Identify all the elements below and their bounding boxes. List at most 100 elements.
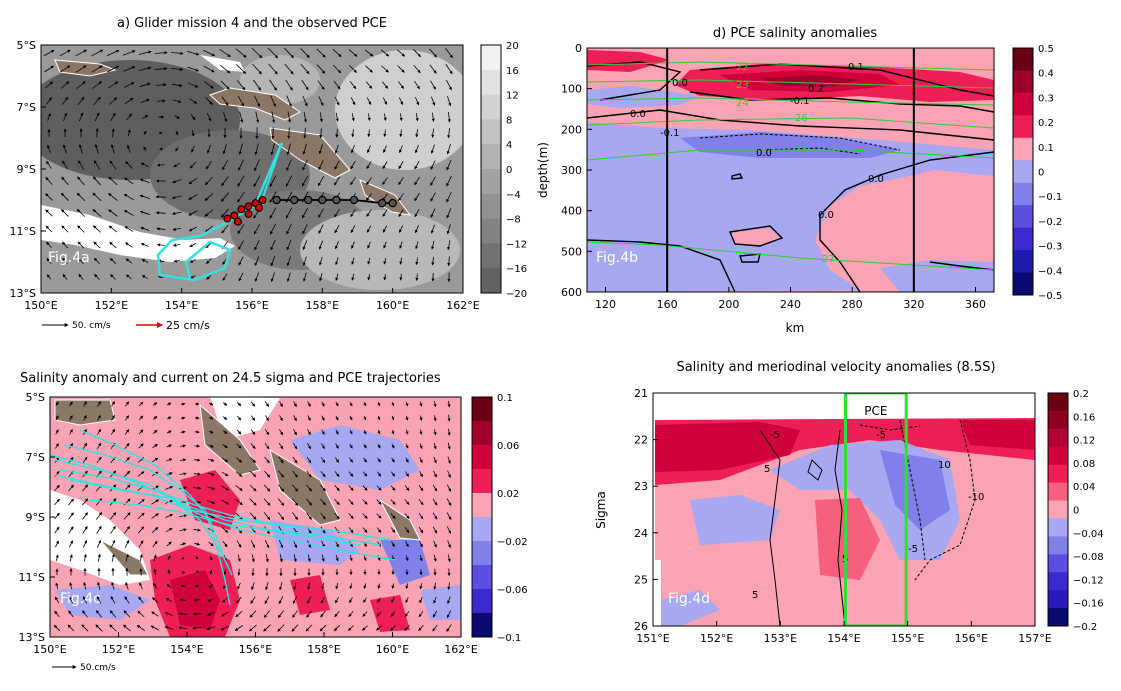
- current-vector: [137, 498, 145, 506]
- current-vector: [405, 583, 409, 590]
- current-vector: [97, 401, 101, 407]
- current-vector: [78, 144, 83, 154]
- current-vector: [405, 555, 409, 562]
- current-vector: [366, 193, 372, 201]
- colorbar-label: −12: [506, 239, 527, 250]
- current-vector: [279, 401, 283, 408]
- current-vector: [69, 401, 73, 407]
- panel-d-white-left: [653, 560, 661, 626]
- current-vector: [76, 192, 86, 202]
- current-vector: [277, 498, 285, 506]
- current-vector: [254, 272, 260, 282]
- current-vector: [125, 258, 133, 264]
- panel-a-scale-legend: 50. cm/s 25 cm/s: [42, 319, 210, 332]
- current-vector: [404, 625, 410, 631]
- current-vector: [362, 625, 368, 631]
- current-vector: [152, 457, 159, 463]
- contour-label: -5: [770, 430, 780, 441]
- current-vector: [156, 227, 166, 231]
- current-vector: [125, 274, 132, 280]
- current-vector: [418, 526, 424, 534]
- current-vector: [383, 241, 387, 249]
- current-vector: [252, 63, 262, 75]
- current-vector: [164, 612, 173, 616]
- current-vector: [204, 193, 214, 201]
- panel-a-label: Fig.4a: [48, 250, 90, 266]
- current-vector: [414, 144, 419, 154]
- x-tick-label: 156°E: [955, 632, 988, 645]
- colorbar-label: −0.12: [1073, 575, 1104, 586]
- current-vector: [46, 258, 52, 264]
- x-tick-label: 360: [965, 298, 986, 311]
- current-vector: [152, 540, 158, 548]
- current-vector: [167, 555, 171, 561]
- current-vector: [175, 130, 179, 136]
- colorbar-swatch: [1048, 464, 1068, 484]
- current-vector: [94, 273, 100, 280]
- current-vector: [150, 625, 160, 631]
- colorbar-label: −0.3: [1038, 242, 1062, 253]
- current-vector: [446, 175, 452, 187]
- current-vector: [286, 95, 292, 107]
- current-vector: [318, 144, 323, 155]
- current-vector: [235, 610, 243, 618]
- colorbar-swatch: [481, 94, 501, 120]
- current-vector: [223, 112, 228, 123]
- current-vector: [419, 429, 423, 435]
- contour-label: 0.2: [808, 84, 824, 95]
- contour-label: 0.0: [630, 109, 646, 120]
- current-vector: [301, 79, 309, 91]
- current-vector: [95, 624, 103, 632]
- colorbar-label: −4: [506, 190, 521, 201]
- panel-b-positive-left: [587, 50, 670, 72]
- current-vector: [171, 67, 184, 71]
- current-vector: [317, 176, 325, 187]
- colorbar-label: 0.4: [1038, 69, 1054, 80]
- colorbar-label: 0.3: [1038, 93, 1054, 104]
- current-vector: [433, 401, 437, 408]
- current-vector: [222, 444, 228, 448]
- current-vector: [92, 81, 103, 89]
- colorbar-label: 16: [506, 66, 519, 77]
- current-vector: [271, 111, 276, 124]
- current-vector: [91, 65, 103, 73]
- x-tick-label: 154°E: [170, 643, 203, 656]
- current-vector: [172, 179, 182, 184]
- current-vector: [285, 175, 293, 187]
- current-vector: [270, 239, 276, 251]
- current-vector: [110, 525, 116, 534]
- pce-station: [258, 196, 267, 204]
- current-vector: [349, 81, 357, 90]
- current-vector: [236, 79, 246, 91]
- current-vector: [415, 241, 419, 250]
- current-vector: [55, 415, 59, 421]
- current-vector: [140, 243, 149, 247]
- current-vector: [399, 257, 403, 265]
- panel-c-plot: Fig.4c: [50, 397, 461, 637]
- colorbar-swatch: [1013, 250, 1033, 274]
- colorbar-frame: [471, 396, 493, 638]
- current-vector: [203, 49, 216, 57]
- colorbar-label: 0.2: [1073, 389, 1089, 400]
- current-vector: [404, 485, 410, 491]
- panel-a-scale-black: 50. cm/s: [72, 321, 111, 331]
- current-vector: [302, 224, 308, 235]
- current-vector: [208, 444, 214, 448]
- current-vector: [398, 161, 404, 170]
- current-vector: [367, 273, 371, 281]
- current-vector: [302, 159, 308, 171]
- panel-d-label: Fig.4d: [668, 591, 710, 607]
- current-vector: [55, 401, 59, 407]
- current-vector: [208, 416, 214, 420]
- current-vector: [307, 443, 311, 450]
- current-vector: [292, 610, 298, 618]
- current-vector: [293, 429, 297, 436]
- current-vector: [286, 256, 291, 267]
- x-tick-label: 158°E: [307, 643, 340, 656]
- colorbar-swatch: [481, 268, 501, 294]
- current-vector: [55, 429, 59, 435]
- current-vector: [189, 259, 196, 263]
- current-vector: [383, 257, 387, 265]
- current-vector: [187, 66, 200, 72]
- current-vector: [195, 569, 200, 574]
